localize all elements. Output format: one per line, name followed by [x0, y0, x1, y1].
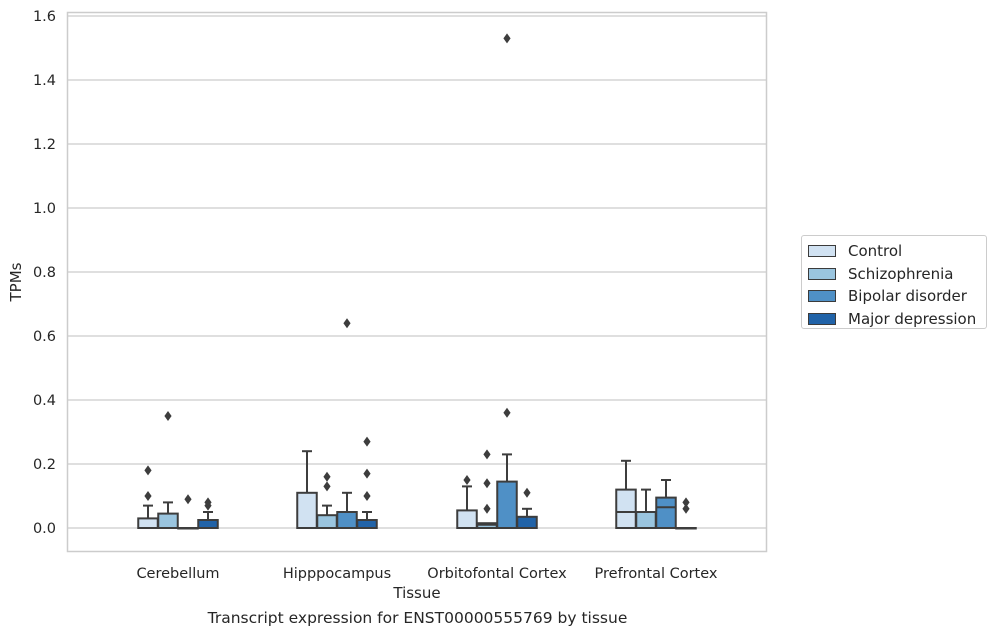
- outlier-1-2-1: [483, 478, 491, 489]
- box-3-3: [675, 497, 697, 530]
- box-3-1: [356, 436, 378, 529]
- outlier-3-3-0: [682, 503, 690, 514]
- y-tick-label-0: 0.0: [33, 521, 56, 537]
- legend-label-control: Control: [848, 242, 903, 261]
- legend-item-schizophrenia: Schizophrenia: [808, 263, 986, 286]
- outlier-3-1-1: [363, 468, 371, 479]
- chart-title: Transcript expression for ENST0000055576…: [207, 609, 628, 627]
- y-tick-label-2: 0.4: [33, 393, 56, 409]
- outlier-3-3-1: [682, 497, 690, 508]
- y-tick-label-4: 0.8: [33, 265, 56, 281]
- x-tick-label-3: Prefrontal Cortex: [595, 566, 718, 582]
- legend-swatch-schizophrenia: [808, 267, 836, 280]
- box-0-1: [296, 450, 318, 529]
- outlier-3-0-1: [204, 497, 212, 508]
- outlier-0-2-0: [463, 475, 471, 485]
- box-2-0: [177, 494, 199, 530]
- y-tick-label-5: 1.0: [33, 201, 56, 217]
- x-tick-label-0: Cerebellum: [136, 566, 219, 582]
- legend-swatch-control: [808, 245, 836, 258]
- legend-swatch-bipolar-disorder: [808, 290, 836, 303]
- box-2-3: [655, 479, 677, 530]
- outlier-1-2-0: [483, 503, 491, 514]
- legend-swatch-major-depression: [808, 312, 836, 325]
- y-tick-label-3: 0.6: [33, 329, 56, 345]
- box-body-2-2: [496, 480, 518, 530]
- box-body-3-1: [356, 519, 378, 529]
- grid-lines: [68, 15, 766, 529]
- y-tick-label-8: 1.6: [33, 9, 56, 25]
- box-body-1-0: [157, 512, 179, 529]
- box-0-3: [615, 459, 637, 530]
- outlier-0-0-0: [144, 491, 152, 501]
- box-body-0-0: [137, 517, 159, 530]
- box-body-1-3: [635, 511, 657, 529]
- y-tick-label-7: 1.4: [33, 73, 56, 89]
- y-axis-label: TPMs: [7, 262, 25, 302]
- boxes: [137, 33, 697, 530]
- y-tick-label-1: 0.2: [33, 457, 56, 473]
- legend-label-schizophrenia: Schizophrenia: [848, 264, 954, 283]
- legend: Control Schizophrenia Bipolar disorder M…: [801, 235, 987, 329]
- box-1-1: [316, 471, 338, 530]
- box-1-2: [476, 449, 498, 530]
- y-tick-labels: 0.0 0.2 0.4 0.6 0.8 1.0 1.2 1.4 1.6: [33, 9, 56, 537]
- outlier-3-1-2: [363, 436, 371, 447]
- box-body-2-3: [655, 496, 677, 530]
- box-1-0: [157, 411, 179, 529]
- outlier-3-2-0: [523, 487, 531, 498]
- outlier-0-0-1: [144, 465, 152, 476]
- outlier-2-2-1: [503, 33, 511, 44]
- box-1-3: [635, 488, 657, 529]
- box-body-0-2: [456, 509, 478, 529]
- legend-label-bipolar-disorder: Bipolar disorder: [848, 287, 967, 306]
- outlier-1-1-1: [323, 471, 331, 482]
- box-body-2-1: [336, 511, 358, 529]
- box-body-3-0: [197, 519, 219, 529]
- outlier-2-0-0: [184, 494, 192, 505]
- x-tick-label-2: Orbitofontal Cortex: [427, 566, 567, 582]
- box-body-0-3: [615, 488, 637, 530]
- box-3-2: [516, 487, 538, 529]
- box-0-0: [137, 465, 159, 530]
- plot-area-frame: [66, 11, 768, 553]
- legend-label-major-depression: Major depression: [848, 309, 977, 328]
- box-body-3-2: [516, 515, 538, 529]
- legend-item-control: Control: [808, 240, 986, 263]
- box-2-2: [496, 33, 518, 530]
- outlier-3-1-0: [363, 491, 371, 501]
- outlier-2-2-0: [503, 407, 511, 418]
- box-2-1: [336, 318, 358, 529]
- outlier-1-0-0: [164, 411, 172, 421]
- box-3-0: [197, 497, 219, 529]
- y-tick-label-6: 1.2: [33, 137, 56, 153]
- outlier-1-1-0: [323, 481, 331, 492]
- box-0-2: [456, 475, 478, 529]
- x-tick-labels: Cerebellum Hipppocampus Orbitofontal Corte…: [136, 566, 717, 582]
- legend-item-major-depression: Major depression: [808, 308, 986, 331]
- box-body-0-1: [296, 491, 318, 529]
- x-tick-label-1: Hipppocampus: [283, 566, 391, 582]
- outlier-2-1-0: [343, 318, 351, 329]
- x-axis-label: Tissue: [392, 584, 440, 602]
- legend-item-bipolar-disorder: Bipolar disorder: [808, 285, 986, 308]
- outlier-1-2-2: [483, 449, 491, 460]
- box-body-1-1: [316, 514, 338, 530]
